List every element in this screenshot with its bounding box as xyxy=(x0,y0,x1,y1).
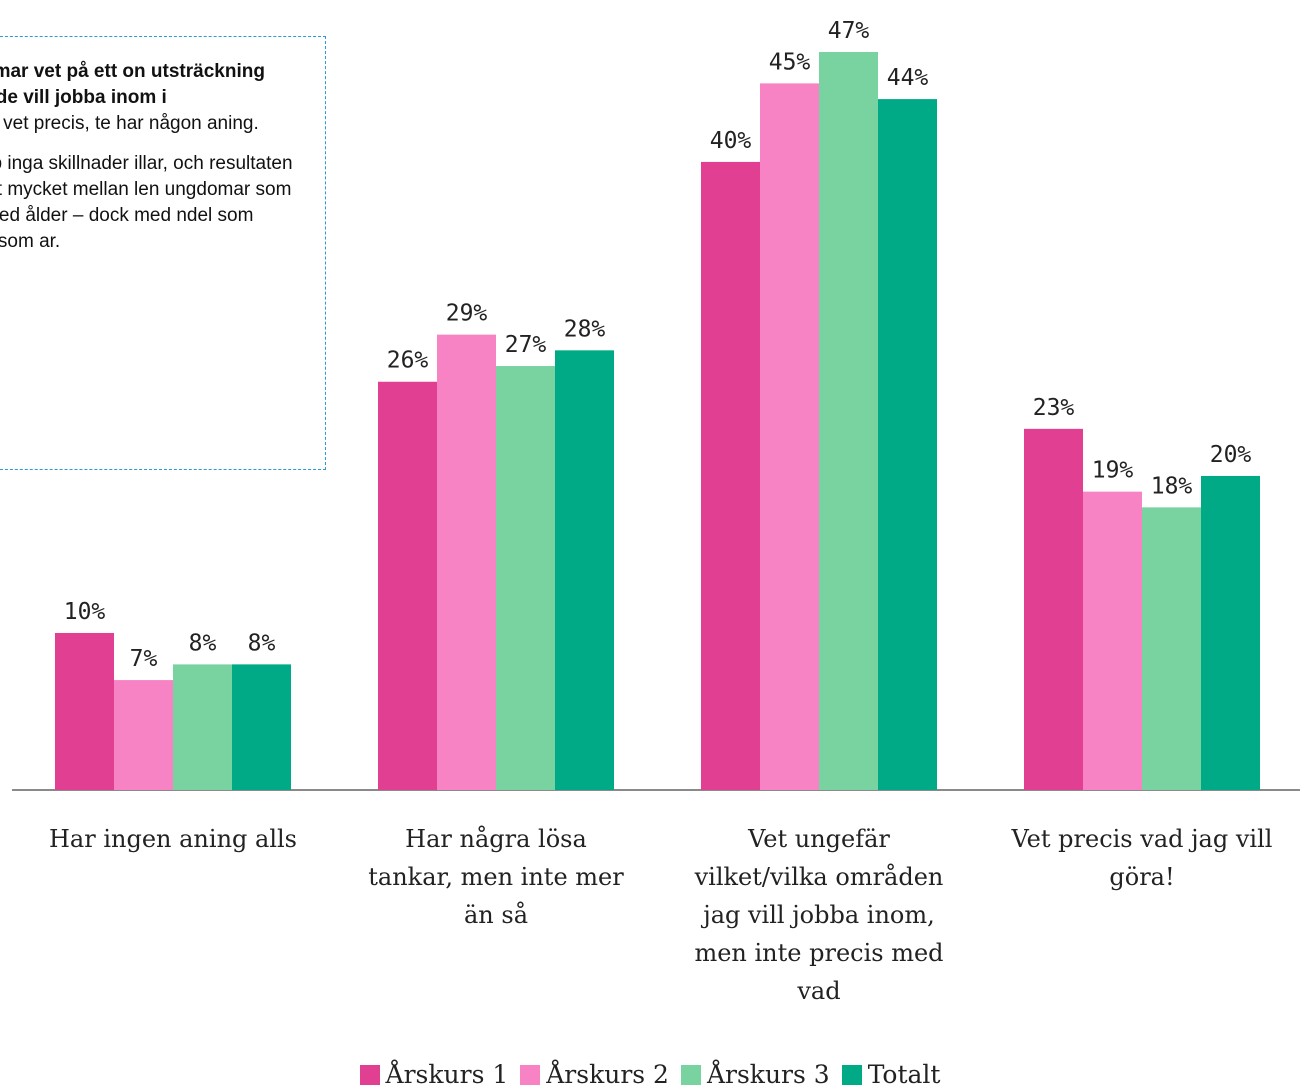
bar-totalt-3 xyxy=(1201,475,1260,790)
category-label-2: Vet ungefär vilket/vilka områden jag vill … xyxy=(659,820,979,1010)
bar-totalt-1 xyxy=(555,350,614,790)
category-label-line: göra! xyxy=(1109,863,1175,891)
bar-totalt-2 xyxy=(878,99,937,790)
legend-swatch xyxy=(680,1064,701,1085)
data-label: 8% xyxy=(189,630,217,656)
category-label-line: Vet ungefär xyxy=(748,825,890,853)
data-label: 40% xyxy=(710,128,752,154)
data-label: 8% xyxy=(248,630,276,656)
data-label: 23% xyxy=(1033,395,1075,421)
data-label: 44% xyxy=(887,65,929,91)
category-label-3: Vet precis vad jag vill göra! xyxy=(982,820,1300,896)
legend-item-arskurs-2: Årskurs 2 xyxy=(520,1060,669,1089)
bar-årskurs-3-2 xyxy=(819,52,878,790)
bar-årskurs-3-3 xyxy=(1142,507,1201,790)
data-label: 18% xyxy=(1151,473,1193,499)
category-label-line: tankar, men inte mer xyxy=(368,863,624,891)
legend-label: Totalt xyxy=(867,1060,941,1089)
data-label: 26% xyxy=(387,348,429,374)
callout-paragraph-2: r i princip inga skillnader illar, och r… xyxy=(0,153,293,252)
legend-item-totalt: Totalt xyxy=(841,1060,941,1089)
data-label: 28% xyxy=(564,316,606,342)
bar-årskurs-2-2 xyxy=(760,83,819,791)
callout-lead: eungdomar vet på ett on utsträckning vil… xyxy=(0,61,265,108)
data-label: 20% xyxy=(1210,442,1252,468)
category-label-line: Har några lösa xyxy=(405,825,587,853)
data-label: 10% xyxy=(64,599,106,625)
legend-swatch xyxy=(359,1064,380,1085)
bar-årskurs-1-1 xyxy=(378,381,437,790)
bar-årskurs-2-1 xyxy=(437,334,496,790)
legend-label: Årskurs 1 xyxy=(385,1060,509,1089)
legend-item-arskurs-1: Årskurs 1 xyxy=(359,1060,509,1089)
category-label-line: än så xyxy=(463,901,529,929)
category-label-line: vilket/vilka områden xyxy=(694,863,944,891)
bar-årskurs-1-2 xyxy=(701,161,760,790)
category-label-line: jag vill jobba inom, xyxy=(703,901,935,929)
category-label-line: vad xyxy=(797,977,841,1005)
data-label: 45% xyxy=(769,49,811,75)
category-label-line: Har ingen aning alls xyxy=(49,825,297,853)
bar-årskurs-1-0 xyxy=(55,632,114,790)
bar-årskurs-3-1 xyxy=(496,366,555,790)
bar-årskurs-2-0 xyxy=(114,680,173,790)
legend: Årskurs 1 Årskurs 2 Årskurs 3 Totalt xyxy=(0,1060,1300,1089)
data-label: 29% xyxy=(446,301,488,327)
data-label: 27% xyxy=(505,332,547,358)
data-label: 19% xyxy=(1092,458,1134,484)
annotation-callout: eungdomar vet på ett on utsträckning vil… xyxy=(0,36,326,470)
legend-swatch xyxy=(520,1064,541,1085)
legend-swatch xyxy=(841,1064,862,1085)
legend-label: Årskurs 2 xyxy=(546,1060,669,1089)
legend-label: Årskurs 3 xyxy=(706,1060,830,1089)
bar-årskurs-3-0 xyxy=(173,664,232,790)
category-label-1: Har några lösa tankar, men inte mer än så xyxy=(336,820,656,934)
callout-paragraph-1: n av fem vet precis, te har någon aning. xyxy=(0,113,259,134)
bar-årskurs-1-3 xyxy=(1024,428,1083,790)
bar-totalt-0 xyxy=(232,664,291,790)
category-label-line: Vet precis vad jag vill xyxy=(1011,825,1273,853)
bar-årskurs-2-3 xyxy=(1083,491,1142,790)
category-label-0: Har ingen aning alls xyxy=(13,820,333,858)
data-label: 47% xyxy=(828,18,870,44)
legend-item-arskurs-3: Årskurs 3 xyxy=(680,1060,830,1089)
data-label: 7% xyxy=(130,646,158,672)
category-label-line: men inte precis med xyxy=(694,939,944,967)
